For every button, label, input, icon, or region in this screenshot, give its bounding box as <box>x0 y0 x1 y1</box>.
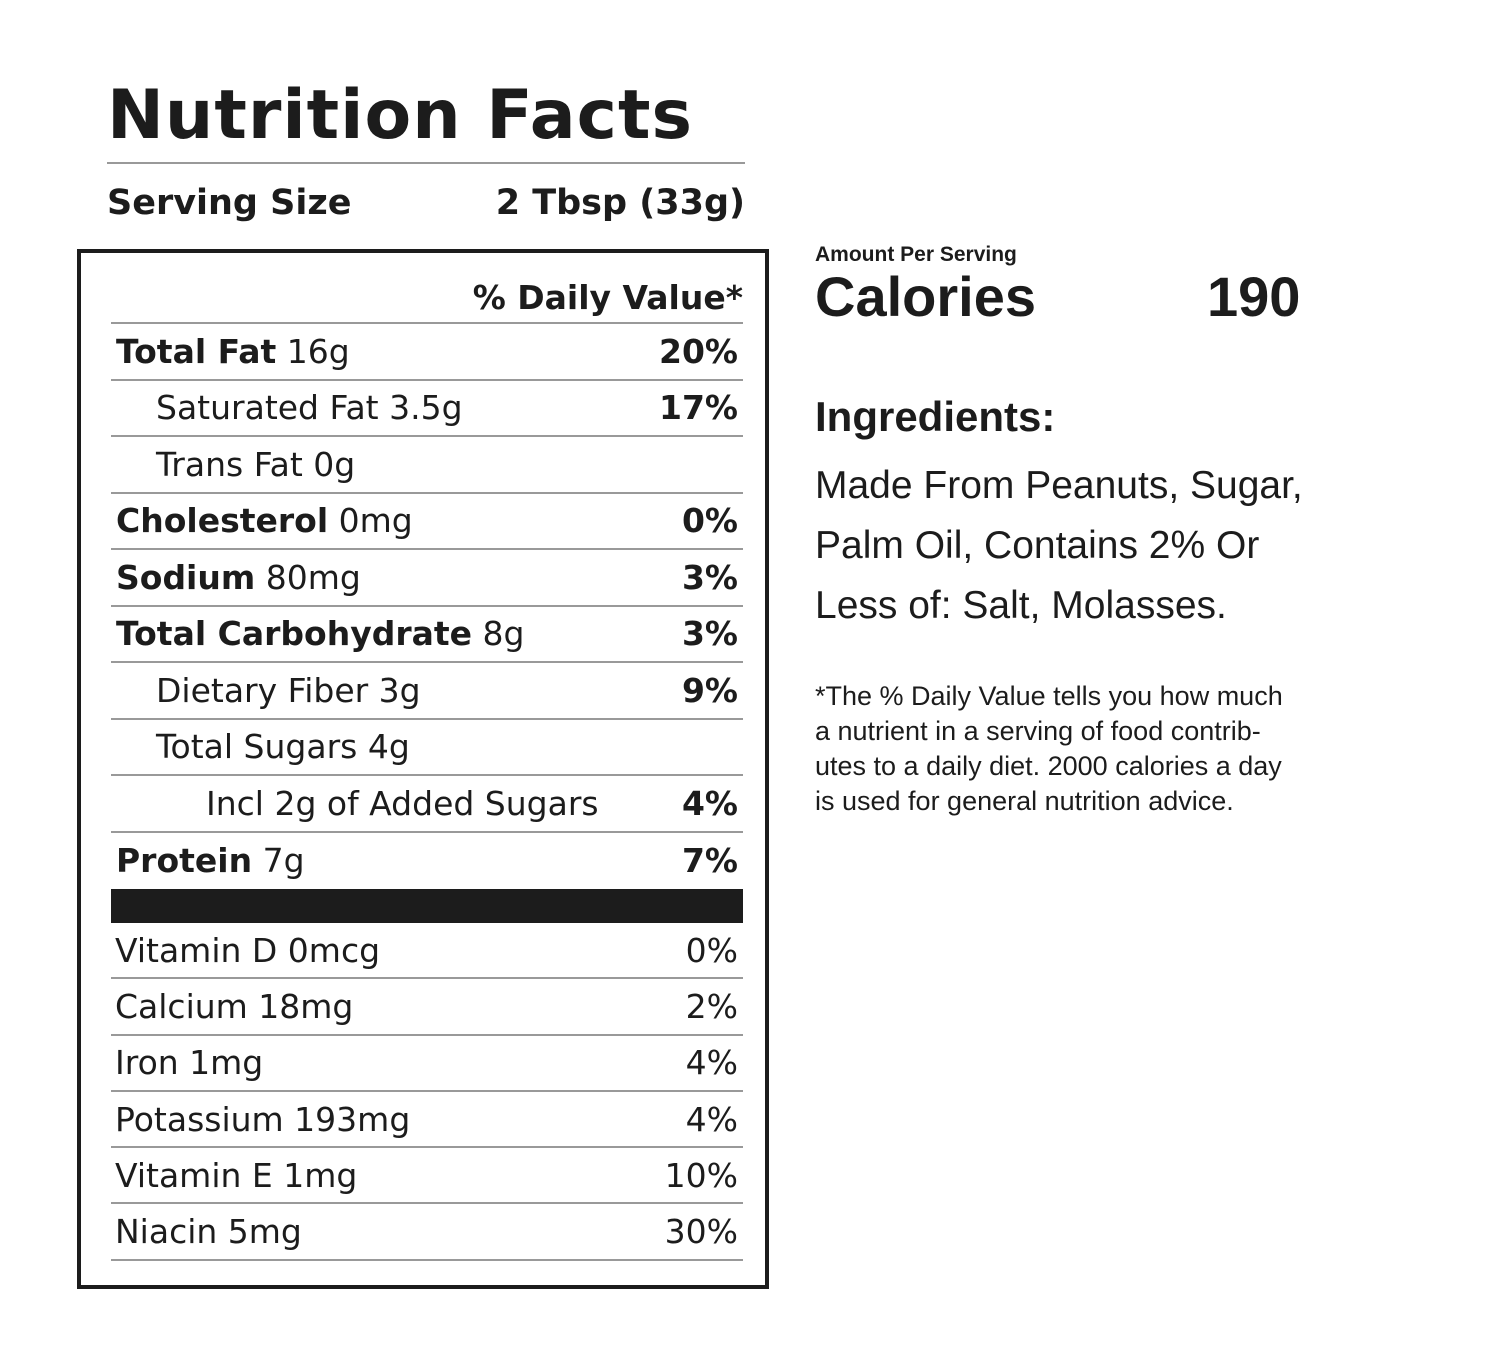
vitamin-row: Niacin 5mg 30% <box>111 1204 743 1261</box>
vitamin-percent: 30% <box>664 1212 738 1252</box>
vitamin-row: Vitamin E 1mg 10% <box>111 1148 743 1205</box>
vitamin-row: Calcium 18mg 2% <box>111 979 743 1036</box>
nutrient-percent: 20% <box>659 331 738 371</box>
vitamin-percent: 10% <box>664 1155 738 1195</box>
nutrient-name: Total Carbohydrate <box>116 614 473 654</box>
nutrient-row-trans-fat: Trans Fat 0g <box>111 437 743 494</box>
vitamin-name: Vitamin E 1mg <box>115 1155 358 1195</box>
vitamin-name: Iron 1mg <box>115 1043 264 1083</box>
nutrient-row-cholesterol: Cholesterol 0mg 0% <box>111 494 743 550</box>
ingredients-line: Made From Peanuts, Sugar, <box>815 464 1303 507</box>
calories-label: Calories <box>815 265 1036 328</box>
nutrient-name: Dietary Fiber 3g <box>156 670 421 710</box>
amount-per-serving-label: Amount Per Serving <box>815 243 1017 266</box>
vitamin-percent: 0% <box>685 930 738 970</box>
vitamin-percent: 4% <box>685 1099 738 1139</box>
vitamin-name: Calcium 18mg <box>115 986 354 1026</box>
nutrient-row-added-sugars: Incl 2g of Added Sugars 4% <box>111 776 743 833</box>
serving-size-value: 2 Tbsp (33g) <box>495 183 745 223</box>
nutrient-name: Saturated Fat 3.5g <box>156 388 463 428</box>
ingredients-text: Made From Peanuts, Sugar, Palm Oil, Cont… <box>815 456 1375 636</box>
page-title: Nutrition Facts <box>107 76 693 155</box>
nutrient-name: Cholesterol <box>116 501 329 541</box>
title-divider <box>107 162 745 164</box>
vitamin-row: Vitamin D 0mcg 0% <box>111 923 743 980</box>
footnote-line: is used for general nutrition advice. <box>815 786 1234 816</box>
ingredients-heading: Ingredients: <box>815 393 1056 440</box>
daily-value-header: % Daily Value* <box>472 278 743 317</box>
serving-size-row: Serving Size 2 Tbsp (33g) <box>107 186 745 221</box>
nutrient-row-saturated-fat: Saturated Fat 3.5g 17% <box>111 381 743 437</box>
nutrient-table: Total Fat 16g 20% Saturated Fat 3.5g 17%… <box>111 324 743 1261</box>
vitamin-name: Niacin 5mg <box>115 1212 302 1252</box>
thick-divider <box>111 889 743 923</box>
nutrient-name: Incl 2g of Added Sugars <box>206 783 599 823</box>
nutrient-name: Trans Fat 0g <box>156 444 356 484</box>
nutrient-name: Total Sugars 4g <box>156 727 410 767</box>
vitamin-name: Potassium 193mg <box>115 1099 411 1139</box>
calories-value: 190 <box>1207 265 1301 328</box>
vitamin-name: Vitamin D 0mcg <box>115 930 381 970</box>
vitamin-percent: 4% <box>685 1043 738 1083</box>
nutrient-row-protein: Protein 7g 7% <box>111 833 743 890</box>
nutrient-row-total-fat: Total Fat 16g 20% <box>111 324 743 381</box>
nutrient-name: Sodium <box>116 557 256 597</box>
footnote-line: utes to a daily diet. 2000 calories a da… <box>815 751 1282 781</box>
nutrient-percent: 17% <box>659 388 738 428</box>
nutrient-amount: 8g <box>482 614 525 654</box>
nutrient-amount: 16g <box>286 331 350 371</box>
nutrient-percent: 3% <box>681 557 738 597</box>
ingredients-line: Palm Oil, Contains 2% Or <box>815 524 1260 567</box>
daily-value-footnote: *The % Daily Value tells you how much a … <box>815 679 1375 819</box>
nutrient-row-total-sugars: Total Sugars 4g <box>111 720 743 776</box>
ingredients-line: Less of: Salt, Molasses. <box>815 584 1227 627</box>
nutrient-percent: 7% <box>681 841 738 881</box>
vitamin-row: Iron 1mg 4% <box>111 1036 743 1092</box>
nutrient-row-total-carbohydrate: Total Carbohydrate 8g 3% <box>111 607 743 663</box>
nutrition-facts-box: % Daily Value* Total Fat 16g 20% Saturat… <box>77 249 769 1289</box>
nutrient-amount: 0mg <box>338 501 413 541</box>
nutrient-name: Protein <box>116 841 253 881</box>
nutrient-percent: 9% <box>681 670 738 710</box>
nutrient-percent: 0% <box>681 501 738 541</box>
nutrient-row-sodium: Sodium 80mg 3% <box>111 550 743 607</box>
footnote-line: *The % Daily Value tells you how much <box>815 681 1283 711</box>
daily-value-divider <box>111 322 743 324</box>
nutrient-row-dietary-fiber: Dietary Fiber 3g 9% <box>111 663 743 720</box>
nutrient-percent: 3% <box>681 614 738 654</box>
vitamin-row: Potassium 193mg 4% <box>111 1092 743 1149</box>
nutrient-name: Total Fat <box>116 331 277 371</box>
footnote-line: a nutrient in a serving of food contrib- <box>815 716 1261 746</box>
vitamin-percent: 2% <box>685 986 738 1026</box>
serving-size-label: Serving Size <box>107 183 352 223</box>
nutrient-percent: 4% <box>681 783 738 823</box>
nutrient-amount: 80mg <box>265 557 361 597</box>
nutrient-amount: 7g <box>262 841 305 881</box>
